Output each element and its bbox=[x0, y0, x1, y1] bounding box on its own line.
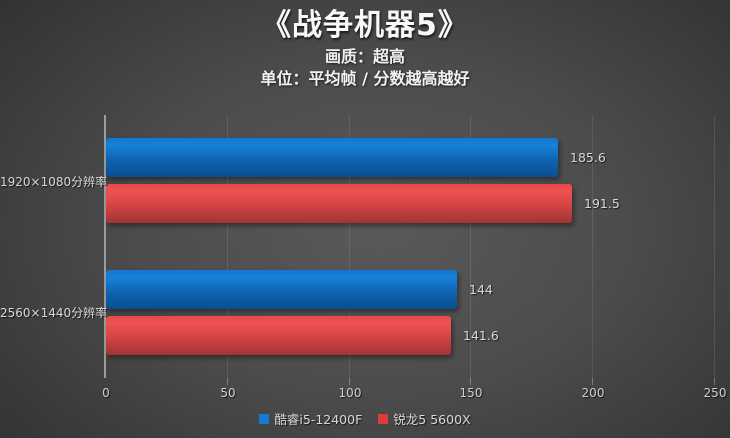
x-tick-mark bbox=[227, 378, 228, 385]
x-gridline bbox=[227, 115, 228, 378]
legend-label: 锐龙5 5600X bbox=[393, 412, 471, 427]
data-bar bbox=[106, 138, 558, 177]
chart-subtitle-unit: 单位：平均帧 / 分数越高越好 bbox=[260, 69, 470, 88]
legend: 酷睿i5-12400F 锐龙5 5600X bbox=[0, 409, 730, 428]
x-gridline bbox=[592, 115, 593, 378]
x-tick-label: 150 bbox=[459, 386, 483, 400]
value-label: 185.6 bbox=[570, 150, 606, 165]
data-bar bbox=[106, 316, 451, 355]
x-tick-mark bbox=[592, 378, 593, 385]
x-tick-mark bbox=[470, 378, 471, 385]
legend-label: 酷睿i5-12400F bbox=[274, 412, 363, 427]
x-tick-label: 50 bbox=[220, 386, 236, 400]
value-label: 144 bbox=[469, 282, 493, 297]
legend-swatch bbox=[259, 413, 270, 424]
plot-area: 0 50 100 150 200 250 185.6 191.5 144 141.6 bbox=[102, 115, 726, 400]
value-label: 141.6 bbox=[463, 328, 499, 343]
x-tick-label: 200 bbox=[581, 386, 605, 400]
x-gridline bbox=[714, 115, 715, 378]
x-tick-mark bbox=[714, 378, 715, 385]
x-tick-label: 100 bbox=[338, 386, 362, 400]
x-gridline bbox=[470, 115, 471, 378]
category-label: 2560×1440分辨率 bbox=[0, 306, 108, 320]
chart-header: 《战争机器5》 画质：超高 单位：平均帧 / 分数越高越好 bbox=[0, 6, 730, 90]
x-tick-label: 250 bbox=[703, 386, 727, 400]
legend-item: 酷睿i5-12400F bbox=[259, 409, 362, 428]
category-label: 1920×1080分辨率 bbox=[0, 175, 108, 189]
x-tick-mark bbox=[349, 378, 350, 385]
data-bar bbox=[106, 270, 457, 309]
data-bar bbox=[106, 184, 572, 223]
chart-title: 《战争机器5》 bbox=[261, 8, 469, 43]
x-gridline bbox=[349, 115, 350, 378]
legend-item: 锐龙5 5600X bbox=[378, 409, 471, 428]
value-label: 191.5 bbox=[584, 196, 620, 211]
x-tick-label: 0 bbox=[102, 386, 110, 400]
chart-subtitle-quality: 画质：超高 bbox=[324, 47, 405, 66]
legend-swatch bbox=[378, 413, 389, 424]
